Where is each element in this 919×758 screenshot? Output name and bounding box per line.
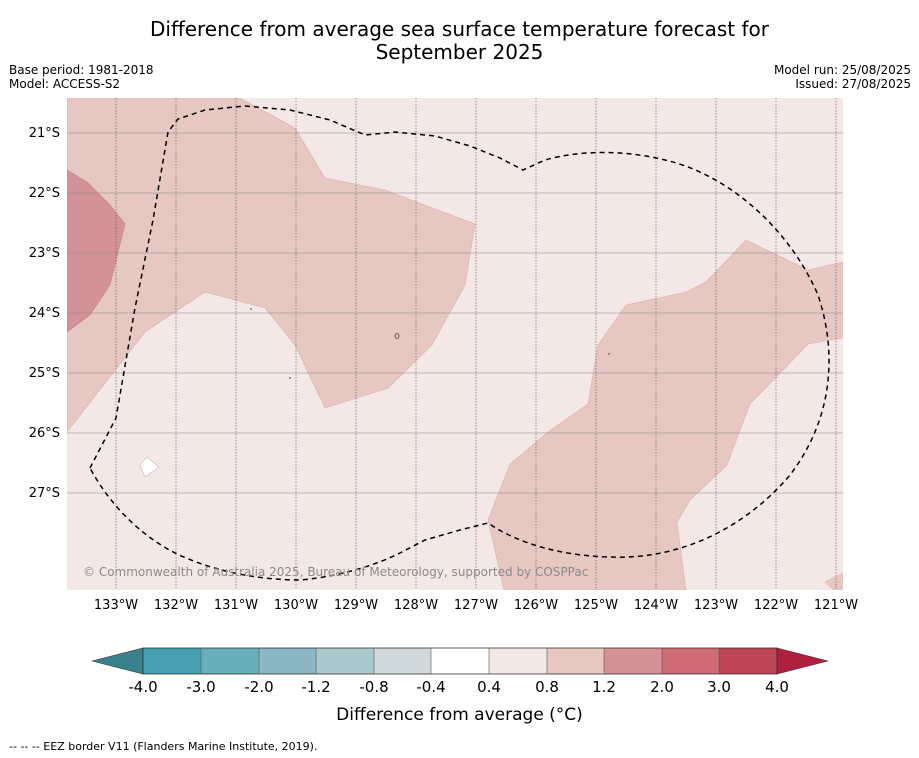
colorbar-tick: -2.0 <box>244 678 274 696</box>
lon-label: 123°W <box>693 598 739 613</box>
colorbar-segment <box>201 648 259 674</box>
map-title: Difference from average sea surface temp… <box>0 18 919 64</box>
lon-label: 126°W <box>513 598 559 613</box>
meta-right: Model run: 25/08/2025 Issued: 27/08/2025 <box>774 63 911 91</box>
model-run: Model run: 25/08/2025 <box>773 63 911 77</box>
colorbar-segment <box>316 648 374 674</box>
lat-label: 26°S <box>28 426 60 441</box>
lon-label: 129°W <box>333 598 379 613</box>
colorbar-tick: 0.4 <box>477 678 501 696</box>
lon-label: 131°W <box>213 598 259 613</box>
colorbar-tick: -0.8 <box>359 678 389 696</box>
colorbar-tick: -0.4 <box>416 678 446 696</box>
island-marker <box>289 377 291 379</box>
colorbar-tick: -1.2 <box>301 678 331 696</box>
colorbar-tick: 4.0 <box>765 678 789 696</box>
island-marker <box>394 333 400 339</box>
lat-label: 24°S <box>28 306 60 321</box>
island-marker <box>608 353 610 355</box>
colorbar-dividers <box>200 648 720 674</box>
lon-label: 128°W <box>393 598 439 613</box>
lat-label: 23°S <box>28 246 60 261</box>
issued-date: Issued: 27/08/2025 <box>795 77 911 91</box>
anomaly-region-warm-west <box>67 169 126 333</box>
lon-label: 133°W <box>93 598 139 613</box>
anomaly-region-east <box>487 239 843 590</box>
colorbar-segment <box>143 648 201 674</box>
colorbar-tick: -3.0 <box>186 678 216 696</box>
lat-label: 21°S <box>28 126 60 141</box>
colorbar-segment <box>489 648 547 674</box>
meta-left: Base period: 1981-2018 Model: ACCESS-S2 <box>9 63 154 91</box>
lon-label: 127°W <box>453 598 499 613</box>
colorbar-tick: 0.8 <box>535 678 559 696</box>
colorbar <box>91 647 829 675</box>
lon-label: 122°W <box>753 598 799 613</box>
colorbar-segment <box>719 648 777 674</box>
lon-label: 132°W <box>153 598 199 613</box>
map-title-line-2: September 2025 <box>375 40 544 64</box>
colorbar-segment <box>662 648 719 674</box>
graticule-parallels <box>67 132 843 494</box>
map-title-line-1: Difference from average sea surface temp… <box>149 17 769 41</box>
island-marker <box>250 308 252 310</box>
base-period: Base period: 1981-2018 <box>9 63 154 77</box>
copyright-notice: © Commonwealth of Australia 2025, Bureau… <box>83 565 589 579</box>
lat-label: 22°S <box>28 186 60 201</box>
colorbar-segment <box>259 648 316 674</box>
lon-label: 130°W <box>273 598 319 613</box>
colorbar-tick: 1.2 <box>592 678 616 696</box>
colorbar-tick: 3.0 <box>707 678 731 696</box>
lon-label: 124°W <box>633 598 679 613</box>
anomaly-region-southeast-corner <box>824 572 843 590</box>
colorbar-segment <box>604 648 662 674</box>
colorbar-extend-high <box>776 647 829 675</box>
colorbar-segment <box>431 648 489 674</box>
lat-label: 27°S <box>28 486 60 501</box>
lon-label: 121°W <box>813 598 859 613</box>
near-normal-patch <box>139 456 160 478</box>
colorbar-segment <box>374 648 431 674</box>
colorbar-tick: -4.0 <box>128 678 158 696</box>
lon-label: 125°W <box>573 598 619 613</box>
colorbar-segment <box>547 648 604 674</box>
colorbar-extend-low <box>91 647 144 675</box>
sst-anomaly-map <box>67 98 843 590</box>
graticule-meridians <box>115 98 837 590</box>
model-name: Model: ACCESS-S2 <box>9 77 121 91</box>
colorbar-outline <box>142 647 778 675</box>
lat-label: 25°S <box>28 366 60 381</box>
colorbar-label: Difference from average (°C) <box>336 705 583 725</box>
colorbar-tick: 2.0 <box>650 678 674 696</box>
anomaly-region-west <box>67 98 476 433</box>
eez-footnote: -- -- -- EEZ border V11 (Flanders Marine… <box>9 740 318 753</box>
